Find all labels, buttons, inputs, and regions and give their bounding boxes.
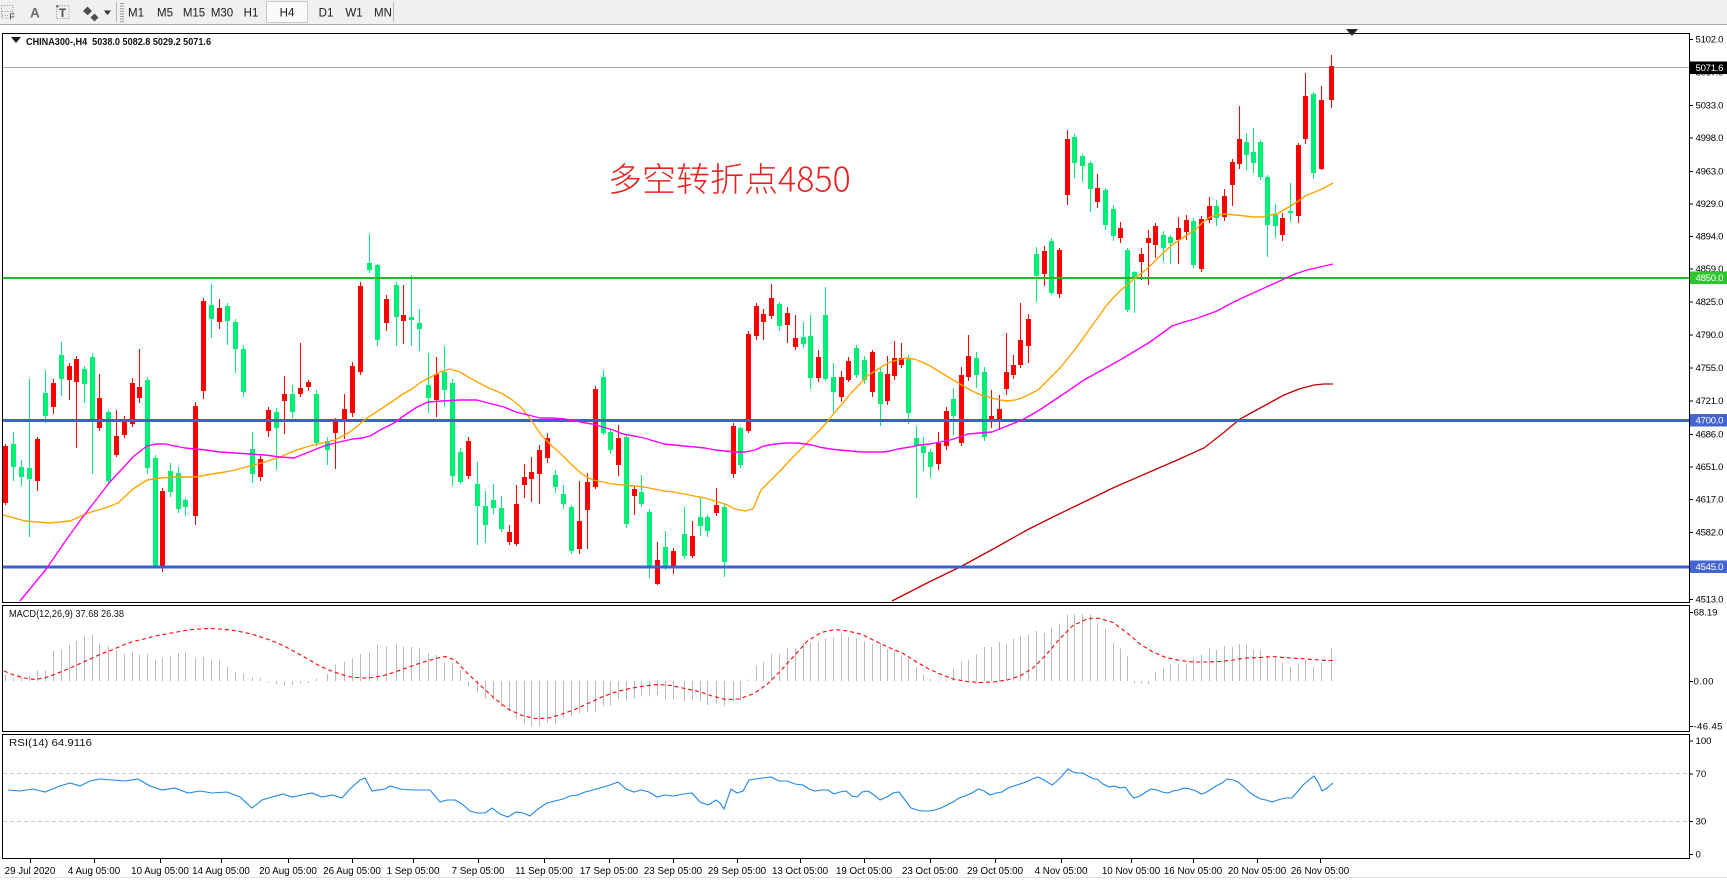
- svg-text:MACD(12,26,9) 37.68 26.38: MACD(12,26,9) 37.68 26.38: [9, 609, 124, 620]
- svg-text:5033.0: 5033.0: [1696, 101, 1724, 112]
- svg-text:CHINA300-,H4 5038.0 5082.8 50: CHINA300-,H4 5038.0 5082.8 5029.2 5071.6: [26, 36, 211, 48]
- svg-text:17 Sep 05:00: 17 Sep 05:00: [580, 866, 639, 877]
- svg-text:RSI(14) 64.9116: RSI(14) 64.9116: [9, 738, 92, 749]
- svg-text:4825.0: 4825.0: [1696, 297, 1724, 308]
- svg-text:14 Aug 05:00: 14 Aug 05:00: [192, 866, 250, 877]
- svg-text:4582.0: 4582.0: [1696, 528, 1724, 539]
- svg-text:0.00: 0.00: [1694, 677, 1714, 688]
- svg-text:23 Sep 05:00: 23 Sep 05:00: [644, 866, 703, 877]
- svg-text:29 Jul 2020: 29 Jul 2020: [5, 866, 56, 877]
- svg-text:M15: M15: [183, 8, 205, 20]
- svg-text:F: F: [10, 12, 15, 22]
- svg-text:30: 30: [1696, 817, 1707, 828]
- svg-text:4686.0: 4686.0: [1696, 430, 1724, 441]
- svg-text:26 Aug 05:00: 26 Aug 05:00: [323, 866, 381, 877]
- svg-text:M30: M30: [211, 8, 233, 20]
- svg-text:4850.0: 4850.0: [1696, 273, 1724, 284]
- svg-text:4790.0: 4790.0: [1696, 330, 1724, 341]
- svg-text:23 Oct 05:00: 23 Oct 05:00: [902, 866, 959, 877]
- svg-text:68.19: 68.19: [1694, 608, 1718, 619]
- svg-text:4859.0: 4859.0: [1696, 264, 1724, 275]
- svg-text:100: 100: [1696, 736, 1712, 747]
- svg-text:10 Nov 05:00: 10 Nov 05:00: [1102, 866, 1161, 877]
- svg-text:70: 70: [1696, 769, 1707, 780]
- svg-text:19 Oct 05:00: 19 Oct 05:00: [836, 866, 893, 877]
- svg-text:11 Sep 05:00: 11 Sep 05:00: [515, 866, 573, 877]
- svg-text:4755.0: 4755.0: [1696, 363, 1724, 374]
- svg-text:H1: H1: [244, 8, 259, 20]
- svg-text:4 Aug 05:00: 4 Aug 05:00: [68, 866, 121, 877]
- svg-text:10 Aug 05:00: 10 Aug 05:00: [131, 866, 189, 877]
- svg-text:20 Aug 05:00: 20 Aug 05:00: [259, 866, 317, 877]
- svg-text:T: T: [59, 8, 66, 20]
- svg-text:5071.6: 5071.6: [1696, 63, 1724, 74]
- svg-text:4721.0: 4721.0: [1696, 396, 1724, 407]
- svg-text:M1: M1: [128, 8, 144, 20]
- svg-text:0: 0: [1696, 850, 1701, 861]
- svg-text:4998.0: 4998.0: [1696, 133, 1724, 144]
- svg-text:7 Sep 05:00: 7 Sep 05:00: [452, 866, 505, 877]
- svg-text:4963.0: 4963.0: [1696, 167, 1724, 178]
- svg-text:4617.0: 4617.0: [1696, 495, 1724, 506]
- svg-text:1 Sep 05:00: 1 Sep 05:00: [387, 866, 440, 877]
- svg-text:20 Nov 05:00: 20 Nov 05:00: [1228, 866, 1287, 877]
- svg-text:4545.0: 4545.0: [1696, 562, 1724, 573]
- svg-text:W1: W1: [345, 8, 362, 20]
- svg-text:MN: MN: [374, 8, 392, 20]
- svg-text:H4: H4: [280, 8, 295, 20]
- svg-text:-46.45: -46.45: [1694, 722, 1723, 733]
- svg-text:29 Oct 05:00: 29 Oct 05:00: [967, 866, 1024, 877]
- svg-text:4700.0: 4700.0: [1696, 416, 1724, 427]
- svg-text:4894.0: 4894.0: [1696, 232, 1724, 243]
- svg-text:D1: D1: [319, 8, 334, 20]
- svg-text:4 Nov 05:00: 4 Nov 05:00: [1035, 866, 1088, 877]
- svg-text:4929.0: 4929.0: [1696, 199, 1724, 210]
- svg-text:A: A: [30, 6, 40, 21]
- svg-text:M5: M5: [157, 8, 173, 20]
- svg-text:16 Nov 05:00: 16 Nov 05:00: [1164, 866, 1223, 877]
- svg-text:5102.0: 5102.0: [1696, 35, 1724, 46]
- svg-text:29 Sep 05:00: 29 Sep 05:00: [708, 866, 767, 877]
- svg-text:4651.0: 4651.0: [1696, 462, 1724, 473]
- svg-text:13 Oct 05:00: 13 Oct 05:00: [772, 866, 829, 877]
- svg-text:4513.0: 4513.0: [1696, 595, 1724, 606]
- svg-text:26 Nov 05:00: 26 Nov 05:00: [1291, 866, 1350, 877]
